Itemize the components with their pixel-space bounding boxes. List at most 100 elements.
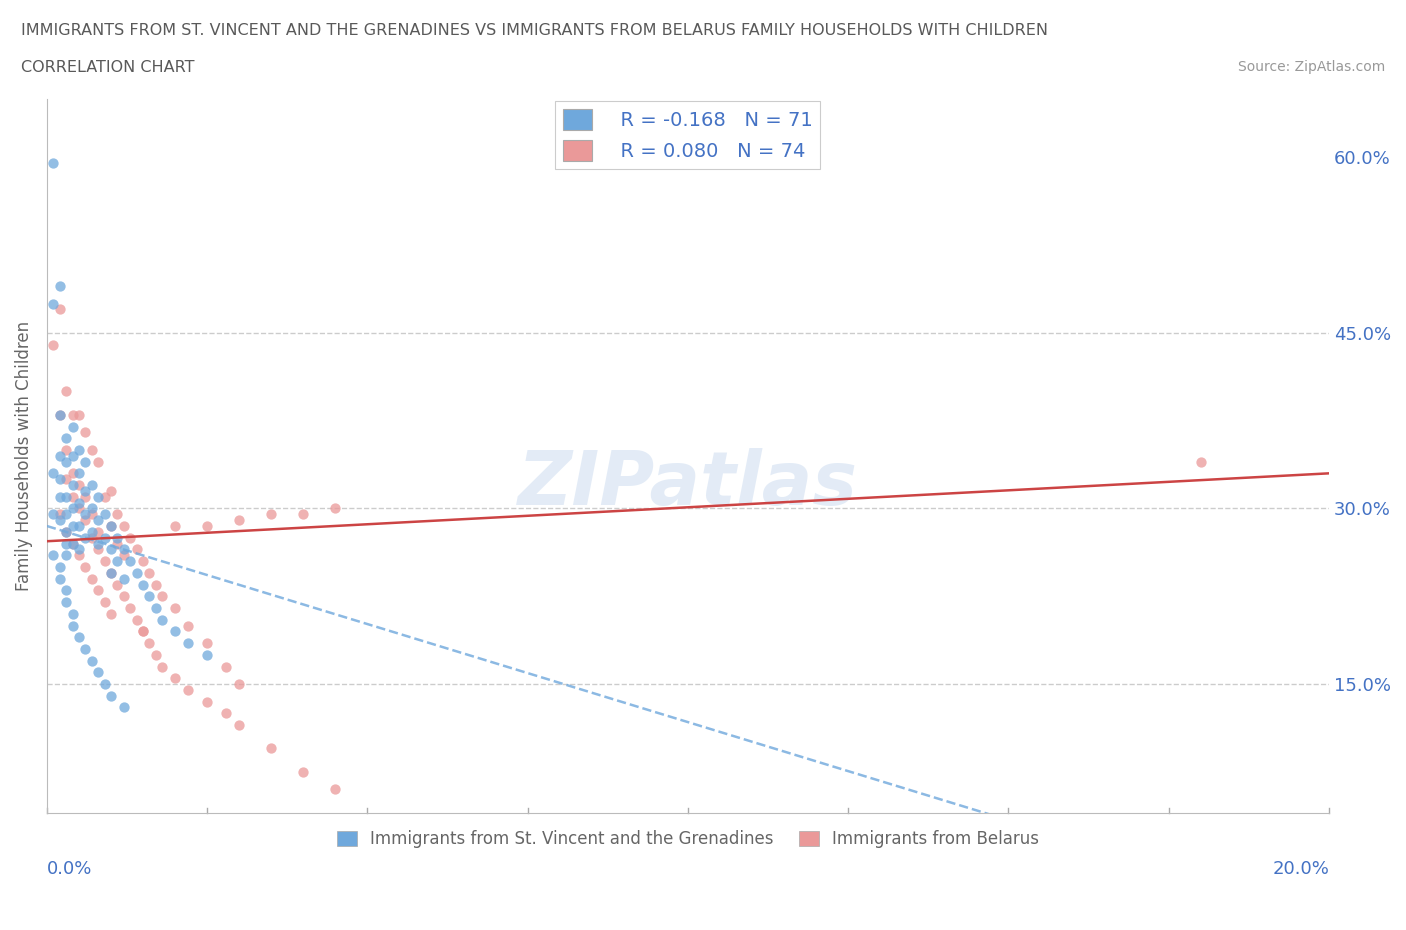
Point xyxy=(325,782,347,797)
Point xyxy=(107,530,129,545)
Point xyxy=(120,601,142,616)
Legend: Immigrants from St. Vincent and the Grenadines, Immigrants from Belarus: Immigrants from St. Vincent and the Gren… xyxy=(330,823,1046,855)
Point xyxy=(62,489,84,504)
Point xyxy=(48,507,70,522)
Point xyxy=(150,612,173,627)
Point xyxy=(100,565,122,580)
Point xyxy=(100,688,122,703)
Point xyxy=(67,407,90,422)
Point xyxy=(87,525,110,539)
Point xyxy=(132,578,155,592)
Point xyxy=(67,478,90,493)
Point xyxy=(87,489,110,504)
Point xyxy=(67,548,90,563)
Point xyxy=(48,302,70,317)
Point xyxy=(150,659,173,674)
Point xyxy=(87,665,110,680)
Point xyxy=(132,624,155,639)
Point xyxy=(87,454,110,469)
Point xyxy=(75,530,97,545)
Point xyxy=(67,443,90,458)
Point xyxy=(55,548,77,563)
Point xyxy=(145,578,167,592)
Point xyxy=(67,542,90,557)
Point xyxy=(138,635,160,650)
Point xyxy=(100,519,122,534)
Point xyxy=(100,542,122,557)
Point xyxy=(55,384,77,399)
Point xyxy=(75,512,97,527)
Point xyxy=(228,512,250,527)
Point xyxy=(55,583,77,598)
Point xyxy=(62,478,84,493)
Point xyxy=(325,501,347,516)
Point xyxy=(292,764,315,779)
Point xyxy=(125,542,148,557)
Y-axis label: Family Households with Children: Family Households with Children xyxy=(15,321,32,591)
Point xyxy=(48,448,70,463)
Point xyxy=(42,155,65,170)
Point xyxy=(75,484,97,498)
Point xyxy=(87,512,110,527)
Point xyxy=(112,519,135,534)
Point xyxy=(75,454,97,469)
Point xyxy=(48,571,70,586)
Point xyxy=(125,612,148,627)
Point xyxy=(228,718,250,733)
Point xyxy=(48,279,70,294)
Point xyxy=(62,536,84,551)
Point xyxy=(195,694,218,709)
Point xyxy=(120,553,142,568)
Point xyxy=(80,530,103,545)
Point xyxy=(42,507,65,522)
Point xyxy=(67,466,90,481)
Point xyxy=(93,553,115,568)
Text: 0.0%: 0.0% xyxy=(46,859,93,878)
Point xyxy=(145,647,167,662)
Point xyxy=(195,647,218,662)
Point xyxy=(93,530,115,545)
Point xyxy=(75,560,97,575)
Point xyxy=(80,571,103,586)
Point xyxy=(125,565,148,580)
Point xyxy=(100,606,122,621)
Point xyxy=(75,642,97,657)
Point xyxy=(42,466,65,481)
Point xyxy=(165,519,187,534)
Point xyxy=(48,512,70,527)
Point xyxy=(145,601,167,616)
Point xyxy=(62,618,84,633)
Point xyxy=(112,548,135,563)
Point xyxy=(62,501,84,516)
Point xyxy=(87,536,110,551)
Point xyxy=(93,677,115,692)
Point xyxy=(80,525,103,539)
Point xyxy=(62,407,84,422)
Point xyxy=(107,507,129,522)
Point xyxy=(55,536,77,551)
Point xyxy=(42,296,65,311)
Point xyxy=(87,583,110,598)
Point xyxy=(55,525,77,539)
Point xyxy=(165,601,187,616)
Point xyxy=(62,606,84,621)
Point xyxy=(48,407,70,422)
Point xyxy=(100,484,122,498)
Point xyxy=(55,525,77,539)
Point xyxy=(112,571,135,586)
Point xyxy=(80,653,103,668)
Text: IMMIGRANTS FROM ST. VINCENT AND THE GRENADINES VS IMMIGRANTS FROM BELARUS FAMILY: IMMIGRANTS FROM ST. VINCENT AND THE GREN… xyxy=(21,23,1047,38)
Point xyxy=(62,466,84,481)
Text: 20.0%: 20.0% xyxy=(1272,859,1329,878)
Point xyxy=(48,489,70,504)
Point xyxy=(42,548,65,563)
Point xyxy=(120,530,142,545)
Point xyxy=(67,519,90,534)
Point xyxy=(62,536,84,551)
Point xyxy=(132,553,155,568)
Point xyxy=(80,478,103,493)
Text: ZIPatlas: ZIPatlas xyxy=(517,448,858,521)
Point xyxy=(67,501,90,516)
Point xyxy=(80,501,103,516)
Point xyxy=(107,536,129,551)
